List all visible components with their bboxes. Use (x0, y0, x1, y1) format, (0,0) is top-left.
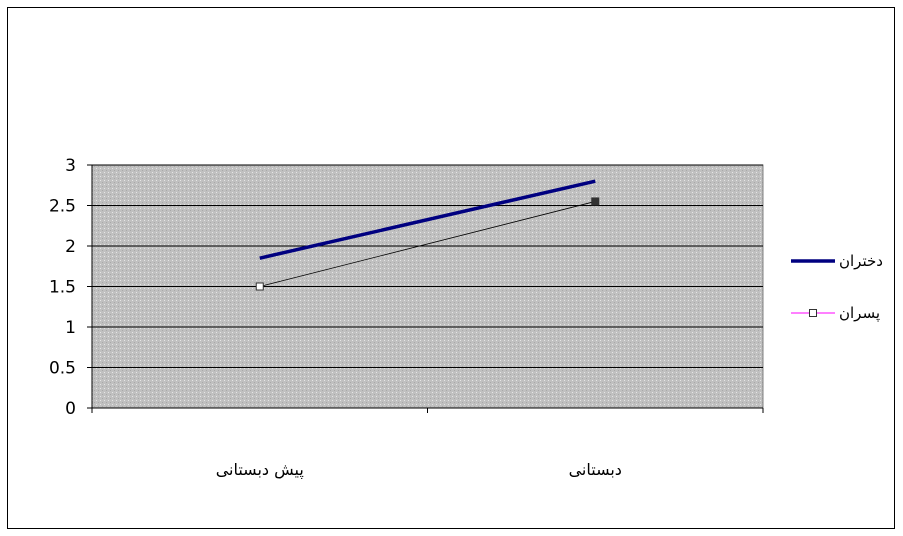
series-line-2 (259, 201, 596, 287)
legend-label: پسران (839, 304, 880, 323)
series-line-1 (259, 179, 596, 260)
data-point (591, 197, 600, 206)
y-tick-label: 1.5 (49, 278, 76, 298)
x-category-label: دبستانی (569, 460, 622, 479)
legend-marker (809, 309, 817, 317)
data-point (255, 282, 264, 291)
y-tick-label: 3 (65, 156, 76, 176)
x-category-label: پیش دبستانی (216, 460, 304, 480)
legend-label: دختران (839, 252, 883, 270)
y-tick-label: 1 (65, 318, 76, 338)
y-tick-label: 2.5 (49, 197, 76, 217)
y-tick-label: 0.5 (49, 359, 76, 379)
y-tick-label: 0 (65, 399, 76, 419)
y-tick-label: 2 (65, 237, 76, 257)
